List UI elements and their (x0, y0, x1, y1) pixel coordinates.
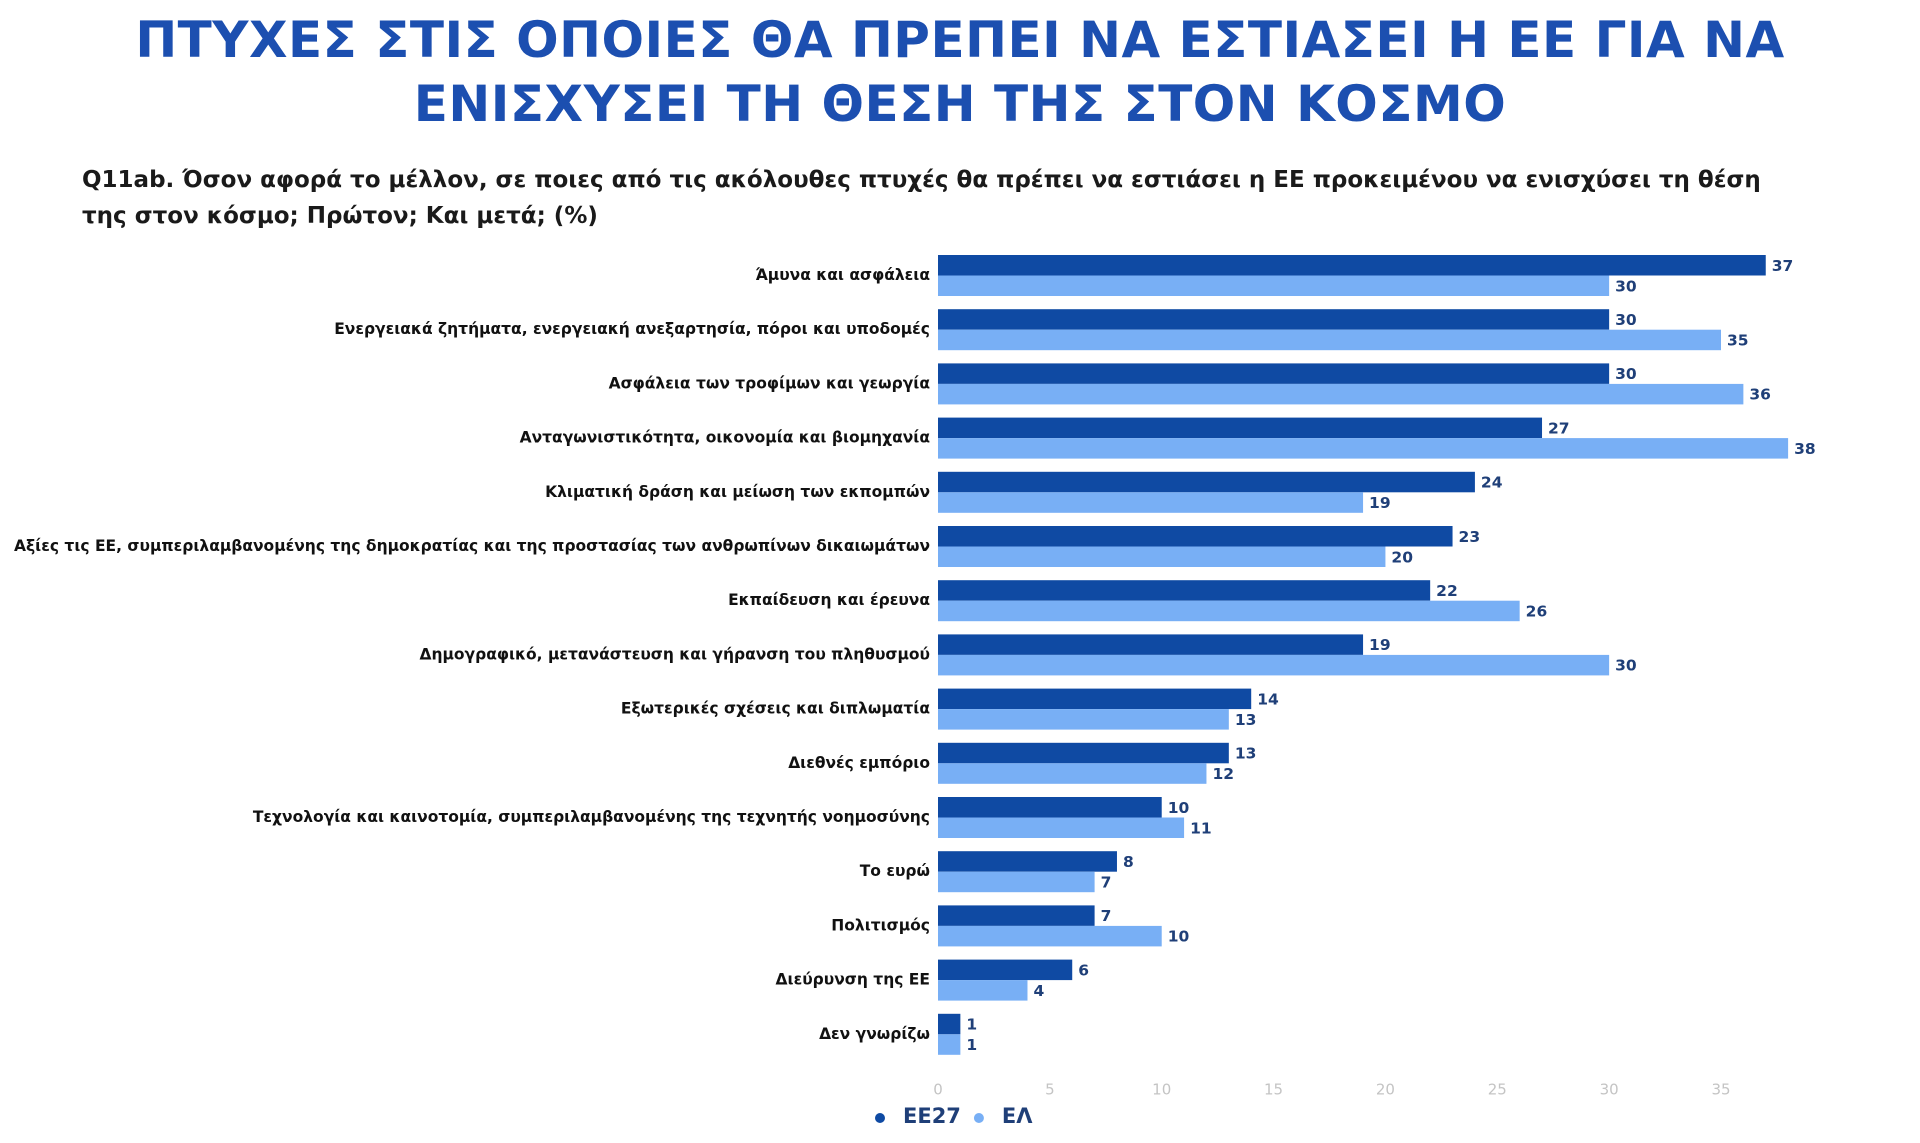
category-label: Άμυνα και ασφάλεια (755, 266, 930, 284)
bar (938, 905, 1095, 926)
value-label: 36 (1749, 386, 1771, 404)
bar (938, 383, 1744, 405)
bar (938, 438, 1789, 459)
bar (938, 471, 1475, 493)
value-label: 13 (1235, 711, 1257, 729)
bar (938, 709, 1229, 730)
value-label: 30 (1615, 311, 1637, 329)
bar (938, 797, 1162, 818)
value-label: 19 (1369, 636, 1391, 654)
bar (938, 417, 1543, 439)
value-label: 37 (1772, 257, 1794, 275)
value-label: 27 (1548, 419, 1570, 437)
bar (938, 871, 1095, 893)
bar (938, 634, 1364, 655)
bar (938, 363, 1610, 384)
value-label: 8 (1123, 853, 1134, 871)
legend-label: ΕΕ27 (903, 1104, 961, 1128)
value-label: 38 (1794, 440, 1816, 458)
bar (938, 275, 1610, 296)
value-label: 35 (1727, 331, 1749, 349)
bar (938, 526, 1453, 547)
category-label: Εκπαίδευση και έρευνα (728, 591, 930, 609)
x-tick-label: 30 (1600, 1081, 1619, 1099)
category-label: Αξίες τις ΕΕ, συμπεριλαμβανομένης της δη… (14, 537, 930, 555)
bar (938, 580, 1431, 601)
value-label: 26 (1526, 602, 1548, 620)
bar (938, 546, 1386, 567)
category-label: Ανταγωνιστικότητα, οικονομία και βιομηχα… (520, 429, 930, 447)
value-label: 10 (1168, 928, 1190, 946)
bar (938, 492, 1364, 513)
value-label: 14 (1257, 690, 1279, 708)
value-label: 13 (1235, 745, 1257, 763)
x-tick-label: 20 (1376, 1081, 1395, 1099)
bar (938, 817, 1185, 838)
value-label: 19 (1369, 494, 1391, 512)
bar (938, 309, 1610, 330)
category-label: Διεθνές εμπόριο (788, 754, 930, 772)
category-label: Δημογραφικό, μετανάστευση και γήρανση το… (419, 645, 930, 663)
x-tick-label: 0 (933, 1081, 943, 1099)
chart-title: ΠΤΥΧΕΣ ΣΤΙΣ ΟΠΟΙΕΣ ΘΑ ΠΡΕΠΕΙ ΝΑ ΕΣΤΙΑΣΕΙ… (135, 11, 1785, 133)
bar (938, 742, 1229, 764)
value-label: 12 (1212, 765, 1234, 783)
x-tick-label: 35 (1711, 1081, 1730, 1099)
legend-marker (973, 1113, 984, 1123)
x-tick-label: 15 (1264, 1081, 1283, 1099)
x-tick-label: 10 (1152, 1081, 1171, 1099)
value-label: 30 (1615, 657, 1637, 675)
x-tick-label: 25 (1488, 1081, 1507, 1099)
category-label: Πολιτισμός (831, 916, 930, 934)
value-label: 23 (1459, 528, 1481, 546)
bar (938, 1034, 961, 1055)
bar (938, 1013, 961, 1035)
value-label: 7 (1101, 873, 1112, 891)
value-label: 30 (1615, 365, 1637, 383)
value-label: 1 (966, 1016, 977, 1034)
bar (938, 255, 1766, 276)
legend-marker (875, 1113, 885, 1123)
value-label: 7 (1101, 907, 1112, 925)
bar (938, 654, 1610, 676)
category-label: Τεχνολογία και καινοτομία, συμπεριλαμβαν… (253, 808, 930, 826)
category-label: Ασφάλεια των τροφίμων και γεωργία (609, 374, 930, 392)
category-label: Κλιματική δράση και μείωση των εκπομπών (545, 483, 930, 501)
bar (938, 980, 1028, 1001)
category-label: Δεν γνωρίζω (819, 1025, 930, 1043)
x-tick-label: 5 (1045, 1081, 1055, 1099)
bar (938, 959, 1073, 981)
bar (938, 763, 1207, 784)
bar (938, 688, 1252, 710)
value-label: 4 (1033, 982, 1044, 1000)
bar (938, 851, 1117, 872)
category-label: Εξωτερικές σχέσεις και διπλωματία (621, 700, 930, 718)
bar (938, 329, 1721, 351)
category-label: Διεύρυνση της ΕΕ (776, 971, 930, 989)
value-label: 22 (1436, 582, 1458, 600)
value-label: 6 (1078, 961, 1089, 979)
category-label: Ενεργειακά ζητήματα, ενεργειακή ανεξαρτη… (334, 320, 930, 338)
category-label: Το ευρώ (860, 862, 930, 880)
value-label: 24 (1481, 474, 1503, 492)
value-label: 30 (1615, 277, 1637, 295)
bar (938, 600, 1520, 622)
value-label: 10 (1168, 799, 1190, 817)
chart-subtitle: Q11ab. Όσον αφορά το μέλλον, σε ποιες απ… (82, 167, 1761, 229)
value-label: 20 (1391, 548, 1413, 566)
bar (938, 925, 1162, 947)
legend-label: ΕΛ (1002, 1104, 1033, 1128)
value-label: 11 (1190, 819, 1212, 837)
value-label: 1 (966, 1036, 977, 1054)
